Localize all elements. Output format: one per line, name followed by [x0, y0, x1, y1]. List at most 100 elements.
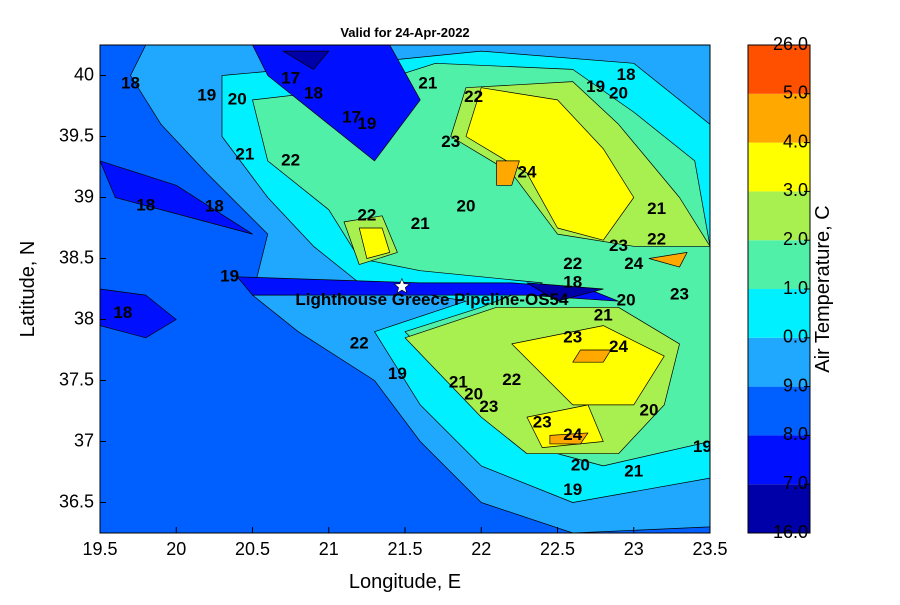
contour-region: [252, 45, 421, 162]
colorbar-band: [748, 93, 810, 143]
contour-label: 23: [609, 236, 628, 255]
colorbar-tick-label: 1.0: [783, 278, 808, 298]
contour-label: 21: [594, 305, 613, 324]
contour-label: 20: [640, 400, 659, 419]
colorbar-tick-label: 7.0: [783, 473, 808, 493]
contour-label: 22: [281, 150, 300, 169]
contour-label: 23: [479, 397, 498, 416]
contour-region: [100, 160, 253, 235]
contour-region: [358, 227, 391, 259]
colorbar-band: [748, 240, 810, 289]
contour-label: 24: [563, 425, 582, 444]
colorbar-tick-label: 16.0: [773, 522, 808, 542]
contour-label: 21: [235, 144, 254, 163]
colorbar-tick-label: 8.0: [783, 424, 808, 444]
contour-label: 21: [449, 372, 468, 391]
colorbar-tick-label: 4.0: [783, 131, 808, 151]
contour-label: 19: [357, 114, 376, 133]
x-tick-label: 21: [319, 539, 339, 559]
contour-region: [100, 288, 177, 339]
contour-label: 17: [281, 69, 300, 88]
contour-region: [648, 252, 688, 268]
contour-label: 20: [617, 291, 636, 310]
contour-label: 20: [609, 83, 628, 102]
contour-label: 20: [464, 385, 483, 404]
contour-label: 18: [563, 272, 582, 291]
contour-region: [282, 50, 330, 70]
contour-label: 19: [563, 480, 582, 499]
colorbar-tick-label: 26.0: [773, 34, 808, 54]
contour-label: 18: [113, 303, 132, 322]
overlay: 19.5 20 20.5 21 21.5 22 22.5 23 23.5 36.5 37 37.5 38…: [59, 34, 811, 559]
colorbar-band: [748, 45, 810, 94]
station-marker: [393, 277, 411, 294]
y-axis-label: Latitude, N: [17, 241, 39, 338]
contour-region: [511, 325, 665, 406]
contour-label: 20: [228, 89, 247, 108]
contour-region: [496, 160, 520, 186]
y-tick-label: 37: [74, 430, 94, 450]
station-label: Lighthouse Greece Pipeline-OS54: [295, 290, 569, 309]
y-tick-label: 39.5: [59, 125, 94, 145]
colorbar-label: Air Temperature, C: [812, 205, 834, 372]
contour-region: [465, 87, 635, 241]
contour-label: 21: [411, 214, 430, 233]
x-tick-label: 23: [624, 539, 644, 559]
contour-label: 21: [418, 74, 437, 93]
x-tick-label: 20: [166, 539, 186, 559]
contour-label: 22: [350, 333, 369, 352]
contour-label: 24: [609, 337, 628, 356]
contour-label: 21: [647, 199, 666, 218]
contour-label: 22: [357, 205, 376, 224]
y-tick-label: 39: [74, 186, 94, 206]
colorbar-tick-label: 9.0: [783, 375, 808, 395]
colorbar-tick-label: 5.0: [783, 83, 808, 103]
y-tick-label: 36.5: [59, 491, 94, 511]
x-tick-label: 22: [471, 539, 491, 559]
y-tick-label: 38: [74, 308, 94, 328]
colorbar-tick-label: 2.0: [783, 229, 808, 249]
contour-region: [236, 276, 619, 302]
contour-region: [549, 432, 589, 445]
contour-label: 19: [220, 266, 239, 285]
contour-label: 18: [121, 74, 140, 93]
x-tick-label: 21.5: [387, 539, 422, 559]
colorbar-tick-label: 0.0: [783, 327, 808, 347]
contour-label: 23: [670, 285, 689, 304]
contour-label: 21: [624, 461, 643, 480]
colorbar-band: [748, 435, 810, 485]
contour-label: 18: [136, 196, 155, 215]
contour-label: 19: [388, 364, 407, 383]
x-tick-label: 23.5: [692, 539, 727, 559]
y-tick-label: 38.5: [59, 247, 94, 267]
contour-label: 19: [586, 77, 605, 96]
colorbar-band: [748, 289, 810, 338]
colorbar-band: [748, 386, 810, 436]
colorbar-band: [748, 484, 810, 533]
y-tick-label: 37.5: [59, 369, 94, 389]
contour-label: 23: [533, 413, 552, 432]
contour-region: [526, 282, 604, 302]
contour-label: 18: [205, 197, 224, 216]
contour-label: 22: [464, 87, 483, 106]
colorbar-band: [748, 337, 810, 387]
contour-label: 17: [342, 108, 361, 127]
contour-label: 24: [518, 163, 537, 182]
contour-label: 19: [693, 437, 712, 456]
contour-label: 20: [457, 197, 476, 216]
x-tick-label: 22.5: [540, 539, 575, 559]
contour-label: 20: [571, 455, 590, 474]
chart-title: Valid for 24-Apr-2022: [340, 25, 469, 40]
x-tick-label: 19.5: [82, 539, 117, 559]
contour-label: 22: [647, 230, 666, 249]
contour-label: 23: [563, 327, 582, 346]
contour-label: 22: [502, 370, 521, 389]
contour-label: 23: [441, 132, 460, 151]
colorbar-tick-label: 3.0: [783, 180, 808, 200]
contour-region: [572, 349, 612, 363]
contour-label: 22: [563, 254, 582, 273]
y-tick-label: 40: [74, 64, 94, 84]
contour-label: 18: [617, 65, 636, 84]
